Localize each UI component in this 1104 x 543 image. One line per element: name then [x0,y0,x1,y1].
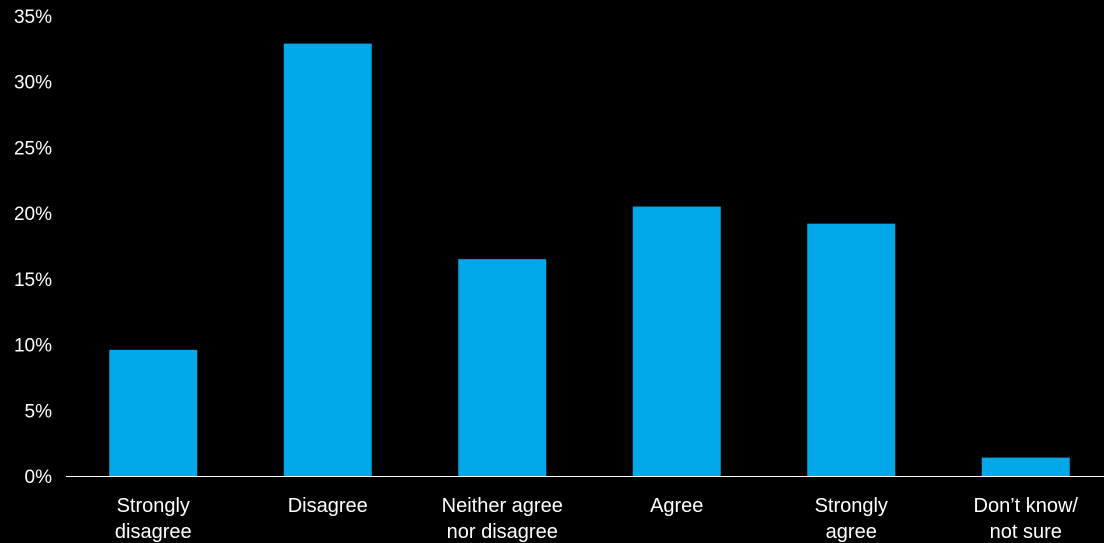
y-tick-label: 5% [25,401,53,422]
bars-group [109,43,1070,477]
y-tick-label: 10% [14,336,52,357]
x-tick-label: Strongly [117,495,190,517]
y-tick-label: 35% [14,7,52,28]
y-tick-label: 20% [14,204,52,225]
y-tick-label: 15% [14,270,52,291]
y-tick-label: 30% [14,73,52,94]
x-tick-label: agree [826,521,877,543]
bar [632,206,721,477]
x-tick-label: Disagree [288,495,368,517]
x-tick-label: disagree [115,521,192,543]
y-tick-label: 25% [14,138,52,159]
y-axis: 0% 5% 10% 15% 20% 25% 30% 35% [14,7,52,488]
x-tick-label: Don’t know/ [974,495,1079,517]
x-axis: Strongly disagree Disagree Neither agree nor… [115,495,1079,543]
bar [981,457,1070,476]
x-tick-label: Agree [650,495,703,517]
y-tick-label: 0% [25,467,53,488]
bar [458,259,547,476]
x-tick-label: not sure [990,521,1062,543]
bar [109,349,198,476]
bar [807,223,896,476]
x-tick-label: nor disagree [447,521,558,543]
x-tick-label: Strongly [815,495,888,517]
x-tick-label: Neither agree [442,495,563,517]
bar [283,43,372,476]
